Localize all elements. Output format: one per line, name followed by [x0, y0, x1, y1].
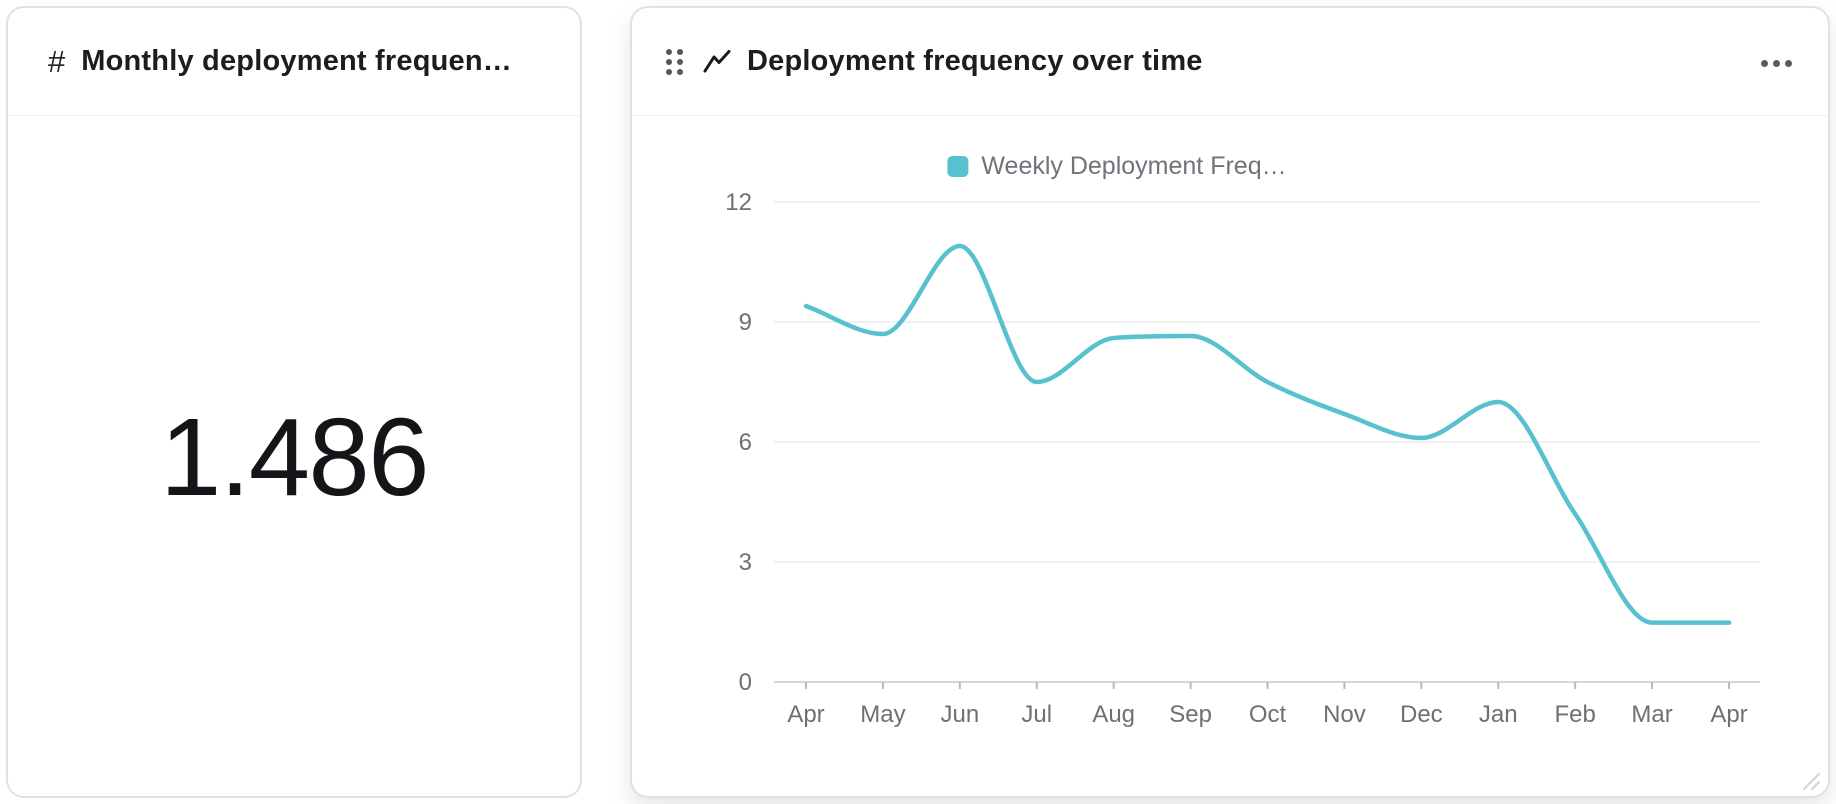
y-axis-label: 9	[739, 309, 752, 336]
metric-card-header: # Monthly deployment frequen…	[8, 8, 580, 116]
chart-card: Deployment frequency over time Weekly De…	[630, 6, 1830, 798]
trend-line-icon	[702, 48, 732, 76]
chart-card-title: Deployment frequency over time	[747, 45, 1203, 77]
y-axis-label: 3	[739, 549, 752, 576]
resize-handle-icon[interactable]	[1800, 770, 1822, 792]
x-axis-label: Jun	[940, 701, 979, 728]
drag-handle-icon[interactable]	[662, 45, 687, 79]
chart-area: Weekly Deployment Freq… 0 3 6 9 12 Apr May Jun J…	[632, 118, 1828, 796]
line-series-path	[803, 243, 1732, 625]
deployment-chart: 0 3 6 9 12 Apr May Jun Jul Aug Sep Oct Nov Dec Jan Feb M…	[725, 189, 1760, 728]
x-axis-label: Feb	[1554, 701, 1595, 728]
x-axis-label: Aug	[1092, 701, 1135, 728]
x-axis-label: Jan	[1479, 701, 1518, 728]
legend-swatch	[947, 156, 969, 177]
x-axis-label: Nov	[1323, 701, 1366, 728]
y-axis-label: 0	[739, 669, 752, 696]
y-axis-label: 12	[725, 189, 752, 216]
x-axis-label: Mar	[1631, 701, 1672, 728]
legend-item[interactable]: Weekly Deployment Freq…	[947, 152, 1287, 181]
more-options-button[interactable]	[1755, 52, 1798, 75]
ellipsis-icon	[1761, 60, 1768, 67]
metric-value: 1.486	[160, 395, 429, 519]
x-axis-label: Apr	[787, 701, 824, 728]
x-axis-label: Jul	[1021, 701, 1052, 728]
x-axis-label: Sep	[1169, 701, 1212, 728]
x-axis-label: Dec	[1400, 701, 1443, 728]
metric-card: # Monthly deployment frequen… 1.486	[6, 6, 582, 798]
hash-icon: #	[48, 43, 66, 79]
metric-card-body: 1.486	[8, 118, 580, 796]
x-axis-label: Oct	[1249, 701, 1287, 728]
y-axis-label: 6	[739, 429, 752, 456]
metric-card-title: Monthly deployment frequen…	[81, 45, 512, 77]
x-axis-label: Apr	[1710, 701, 1747, 728]
x-axis-label: May	[860, 701, 905, 728]
chart-card-header: Deployment frequency over time	[632, 8, 1828, 116]
legend-label: Weekly Deployment Freq…	[981, 152, 1287, 180]
